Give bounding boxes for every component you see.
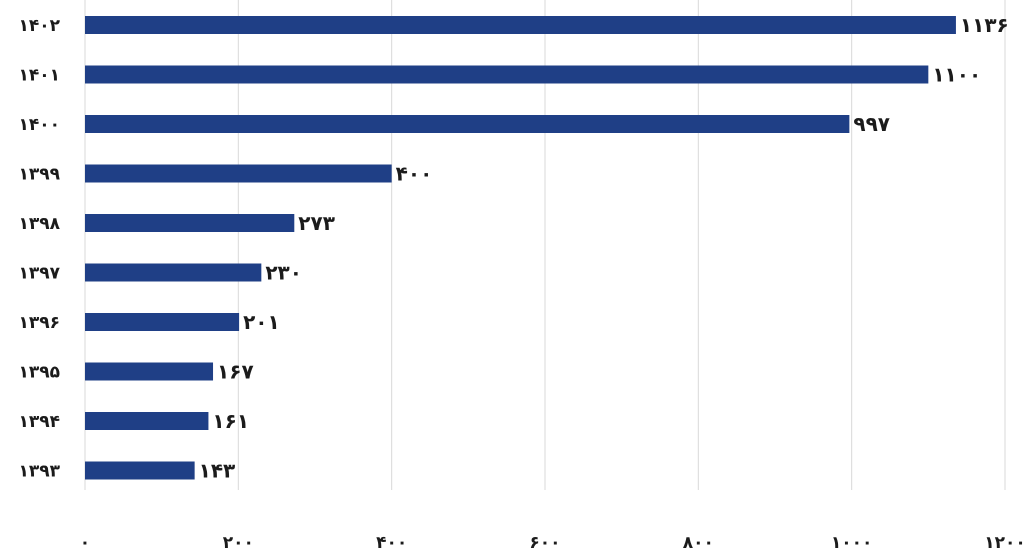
bar xyxy=(85,362,214,381)
x-tick-label: ۱۰۰۰ xyxy=(831,533,873,550)
bars xyxy=(85,16,956,480)
bar xyxy=(85,263,262,282)
x-tick-label: ۸۰۰ xyxy=(683,533,714,550)
category-label: ۱۴۰۱ xyxy=(18,66,60,86)
bar xyxy=(85,412,209,430)
bar xyxy=(85,313,240,331)
category-label: ۱۳۹۵ xyxy=(18,363,60,383)
x-tick-label: ۱۲۰۰ xyxy=(984,533,1026,550)
bar xyxy=(85,16,956,34)
category-label: ۱۴۰۰ xyxy=(18,115,60,135)
value-label: ۴۰۰ xyxy=(396,162,433,186)
category-labels: ۱۴۰۲ ۱۴۰۱ ۱۴۰۰ ۱۳۹۹ ۱۳۹۸ ۱۳۹۷ ۱۳۹۶ ۱۳۹۵ ۱۳۹۴ ۱۳۹۳ xyxy=(18,16,60,482)
value-label: ۲۰۱ xyxy=(243,310,280,334)
value-label: ۲۷۳ xyxy=(298,211,335,235)
category-label: ۱۳۹۳ xyxy=(18,462,60,482)
value-label: ۱۱۳۶ xyxy=(960,13,1009,37)
x-tick-label: ۲۰۰ xyxy=(223,533,254,550)
bar xyxy=(85,115,850,133)
value-label: ۹۹۷ xyxy=(853,112,890,136)
value-label: ۱۴۳ xyxy=(199,459,236,483)
x-tick-label: ۴۰۰ xyxy=(376,533,407,550)
x-axis-tick-labels: ۰ ۲۰۰ ۴۰۰ ۶۰۰ ۸۰۰ ۱۰۰۰ ۱۲۰۰ xyxy=(80,533,1026,550)
category-label: ۱۳۹۴ xyxy=(18,412,60,432)
bar xyxy=(85,65,929,84)
bar xyxy=(85,214,295,232)
value-label: ۱۶۱ xyxy=(212,409,249,433)
x-tick-label: ۰ xyxy=(80,533,90,550)
value-label: ۱۱۰۰ xyxy=(932,63,981,87)
bar xyxy=(85,164,392,183)
category-label: ۱۳۹۸ xyxy=(18,214,60,234)
value-label: ۲۳۰ xyxy=(265,261,302,285)
x-tick-label: ۶۰۰ xyxy=(529,533,560,550)
value-labels: ۱۱۳۶ ۱۱۰۰ ۹۹۷ ۴۰۰ ۲۷۳ ۲۳۰ ۲۰۱ ۱۶۷ ۱۶۱ ۱۴۳ xyxy=(199,13,1009,483)
category-label: ۱۳۹۹ xyxy=(18,165,60,185)
category-label: ۱۳۹۷ xyxy=(18,264,60,284)
bar xyxy=(85,461,195,480)
category-label: ۱۴۰۲ xyxy=(18,16,60,36)
value-label: ۱۶۷ xyxy=(217,360,254,384)
category-label: ۱۳۹۶ xyxy=(18,313,60,333)
